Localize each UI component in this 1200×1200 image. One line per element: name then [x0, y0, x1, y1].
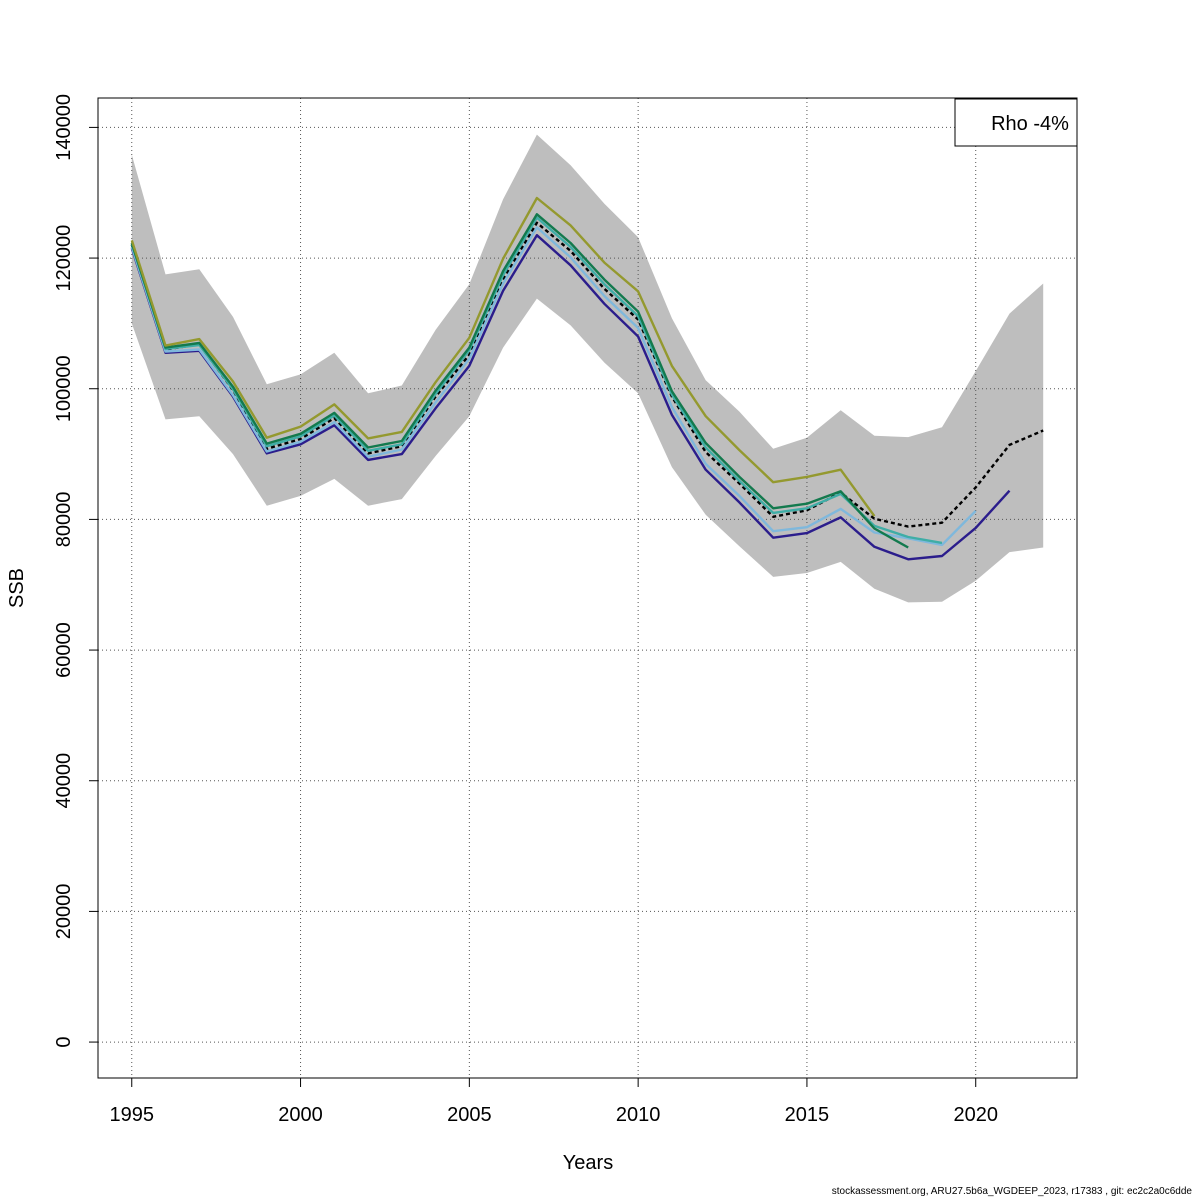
x-tick-label: 2005 — [447, 1104, 492, 1126]
series-line-4 — [130, 216, 943, 545]
series-line-6 — [130, 196, 876, 517]
series-line-1 — [130, 221, 1044, 528]
series-line-2 — [130, 233, 1011, 561]
x-axis-label: Years — [563, 1152, 613, 1174]
confidence-band-layer — [131, 134, 1044, 603]
y-tick-label: 20000 — [53, 884, 75, 940]
y-tick-label: 140000 — [53, 94, 75, 161]
series-layer — [130, 196, 1044, 561]
x-tick-label: 2015 — [785, 1104, 830, 1126]
plot-frame — [97, 97, 1078, 1079]
confidence-band — [131, 134, 1044, 603]
legend-text: Rho -4% — [991, 113, 1069, 135]
x-tick-label: 2000 — [278, 1104, 323, 1126]
series-line-3 — [130, 226, 977, 547]
y-axis-label: SSB — [6, 568, 28, 608]
y-tick-label: 0 — [53, 1037, 75, 1048]
series-line-5 — [130, 213, 909, 549]
y-tick-label: 60000 — [53, 622, 75, 678]
x-tick-label: 2010 — [616, 1104, 661, 1126]
grid-layer — [98, 98, 1077, 1078]
y-tick-label: 80000 — [53, 492, 75, 548]
legend-box — [954, 98, 1078, 147]
axis-layer: 1995 2000 2005 2010 2015 2020 0 20000 40000 60000… — [53, 94, 998, 1126]
y-tick-label: 100000 — [53, 355, 75, 422]
y-tick-label: 40000 — [53, 753, 75, 809]
x-tick-label: 1995 — [110, 1104, 155, 1126]
y-tick-label: 120000 — [53, 225, 75, 292]
footer-credit: stockassessment.org, ARU27.5b6a_WGDEEP_2… — [831, 1186, 1192, 1197]
legend: Rho -4% — [954, 98, 1078, 147]
x-tick-label: 2020 — [953, 1104, 998, 1126]
